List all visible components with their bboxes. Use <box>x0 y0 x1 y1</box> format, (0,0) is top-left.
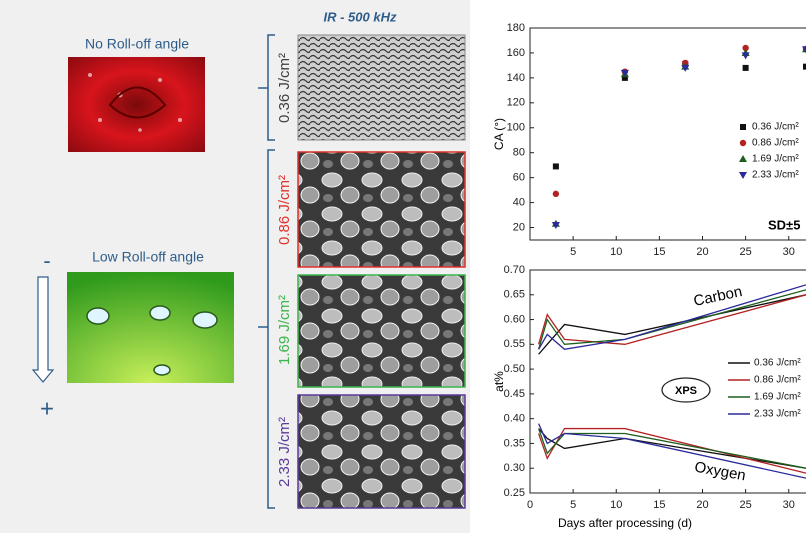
y-tick-label: 0.40 <box>504 413 525 425</box>
y-axis-title: CA (°) <box>492 118 506 150</box>
marker <box>553 191 559 197</box>
y-tick-label: 0.45 <box>504 388 525 400</box>
line-oxygen <box>539 424 806 479</box>
y-axis-title: at% <box>492 371 506 392</box>
y-tick-label: 0.35 <box>504 437 525 449</box>
y-tick-label: 120 <box>507 97 525 109</box>
oxygen-label: Oxygen <box>693 459 747 485</box>
line-carbon <box>539 295 806 345</box>
y-tick-label: 0.60 <box>504 313 525 325</box>
y-tick-label: 0.65 <box>504 289 525 301</box>
x-axis-title: Days after processing (d) <box>558 516 692 530</box>
legend-label: 1.69 J/cm² <box>752 154 799 165</box>
legend-label: 0.36 J/cm² <box>754 358 801 369</box>
x-tick-label: 25 <box>740 246 752 258</box>
x-tick-label: 30 <box>783 499 795 511</box>
x-tick-label: 30 <box>783 246 795 258</box>
sem-image <box>298 395 465 508</box>
leaf-caption: Low Roll-off angle <box>92 249 204 265</box>
fluence-label: 1.69 J/cm² <box>276 295 293 365</box>
x-tick-label: 10 <box>610 499 622 511</box>
x-tick-label: 20 <box>696 246 708 258</box>
legend-label: 2.33 J/cm² <box>754 409 801 420</box>
y-tick-label: 140 <box>507 72 525 84</box>
legend-label: 0.86 J/cm² <box>752 138 799 149</box>
x-tick-label: 5 <box>570 499 576 511</box>
minus-sign: - <box>43 248 50 273</box>
marker <box>743 65 749 71</box>
y-tick-label: 40 <box>513 196 525 208</box>
y-tick-label: 0.70 <box>504 264 525 276</box>
sem-image <box>298 35 465 140</box>
line-carbon <box>539 285 806 349</box>
figure: No Roll-off angle Low Roll-off angle - +… <box>0 0 806 533</box>
marker <box>740 140 746 146</box>
xps-label: XPS <box>675 385 697 397</box>
x-tick-label: 0 <box>527 499 533 511</box>
rose-photo <box>68 57 205 152</box>
y-tick-label: 0.55 <box>504 338 525 350</box>
annotation: SD±5 <box>768 217 800 232</box>
y-tick-label: 0.30 <box>504 462 525 474</box>
fluence-label: 0.86 J/cm² <box>276 175 293 245</box>
sem-image <box>298 275 465 387</box>
legend-label: 0.36 J/cm² <box>752 122 799 133</box>
x-tick-label: 15 <box>653 246 665 258</box>
sem-image <box>298 152 465 267</box>
x-tick-label: 20 <box>696 499 708 511</box>
y-tick-label: 180 <box>507 22 525 34</box>
y-tick-label: 100 <box>507 122 525 134</box>
legend-label: 0.86 J/cm² <box>754 375 801 386</box>
marker <box>553 163 559 169</box>
x-tick-label: 10 <box>610 246 622 258</box>
rose-caption: No Roll-off angle <box>85 36 189 52</box>
x-tick-label: 25 <box>740 499 752 511</box>
y-tick-label: 20 <box>513 221 525 233</box>
legend-label: 1.69 J/cm² <box>754 392 801 403</box>
plot-frame <box>530 28 806 240</box>
legend-label: 2.33 J/cm² <box>752 170 799 181</box>
ir-title: IR - 500 kHz <box>324 9 397 24</box>
x-tick-label: 5 <box>570 246 576 258</box>
fluence-label: 0.36 J/cm² <box>276 53 293 123</box>
y-tick-label: 0.50 <box>504 363 525 375</box>
fluence-label: 2.33 J/cm² <box>276 417 293 487</box>
marker <box>739 155 747 162</box>
plus-sign: + <box>40 395 54 422</box>
y-tick-label: 60 <box>513 172 525 184</box>
marker <box>740 124 746 130</box>
marker <box>739 172 747 179</box>
y-tick-label: 160 <box>507 47 525 59</box>
x-tick-label: 15 <box>653 499 665 511</box>
y-tick-label: 80 <box>513 147 525 159</box>
y-tick-label: 0.25 <box>504 487 525 499</box>
